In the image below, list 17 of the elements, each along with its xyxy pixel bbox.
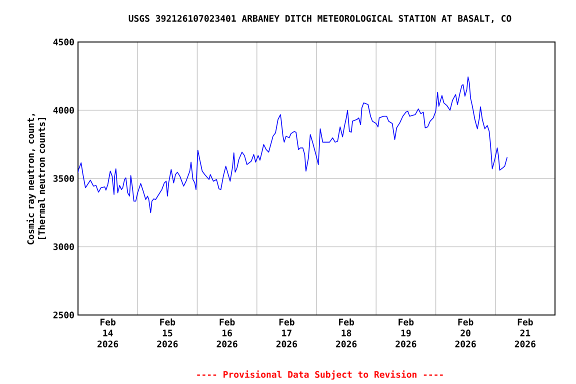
x-tick-label: Feb 16 2026 [216, 318, 238, 348]
x-tick-label: Feb 18 2026 [336, 318, 357, 348]
y-tick-label: 2500 [53, 312, 74, 318]
y-axis-title: Cosmic ray neutron, count, [Thermal neutron counts] [26, 114, 46, 244]
x-tick-label: Feb 17 2026 [276, 318, 297, 348]
x-tick-label: Feb 15 2026 [157, 318, 178, 348]
x-tick-label: Feb 19 2026 [396, 318, 416, 348]
chart-title: USGS 392126107023401 ARBANEY DITCH METEOROLOGICAL STATION AT BASALT, CO [128, 15, 512, 23]
text: ---- Provisional Data Subject to Revision ---- [197, 370, 443, 380]
x-tick-label: Feb 21 2026 [514, 318, 536, 348]
y-tick-label: 4500 [53, 38, 74, 46]
line-series [78, 76, 508, 214]
y-tick-label: 3500 [53, 175, 74, 182]
y-tick-label: 4000 [53, 106, 74, 114]
x-tick-label: Feb 20 2026 [455, 318, 476, 348]
y-tick-label: 3000 [53, 243, 74, 250]
x-tick-label: Feb 14 2026 [98, 318, 118, 348]
